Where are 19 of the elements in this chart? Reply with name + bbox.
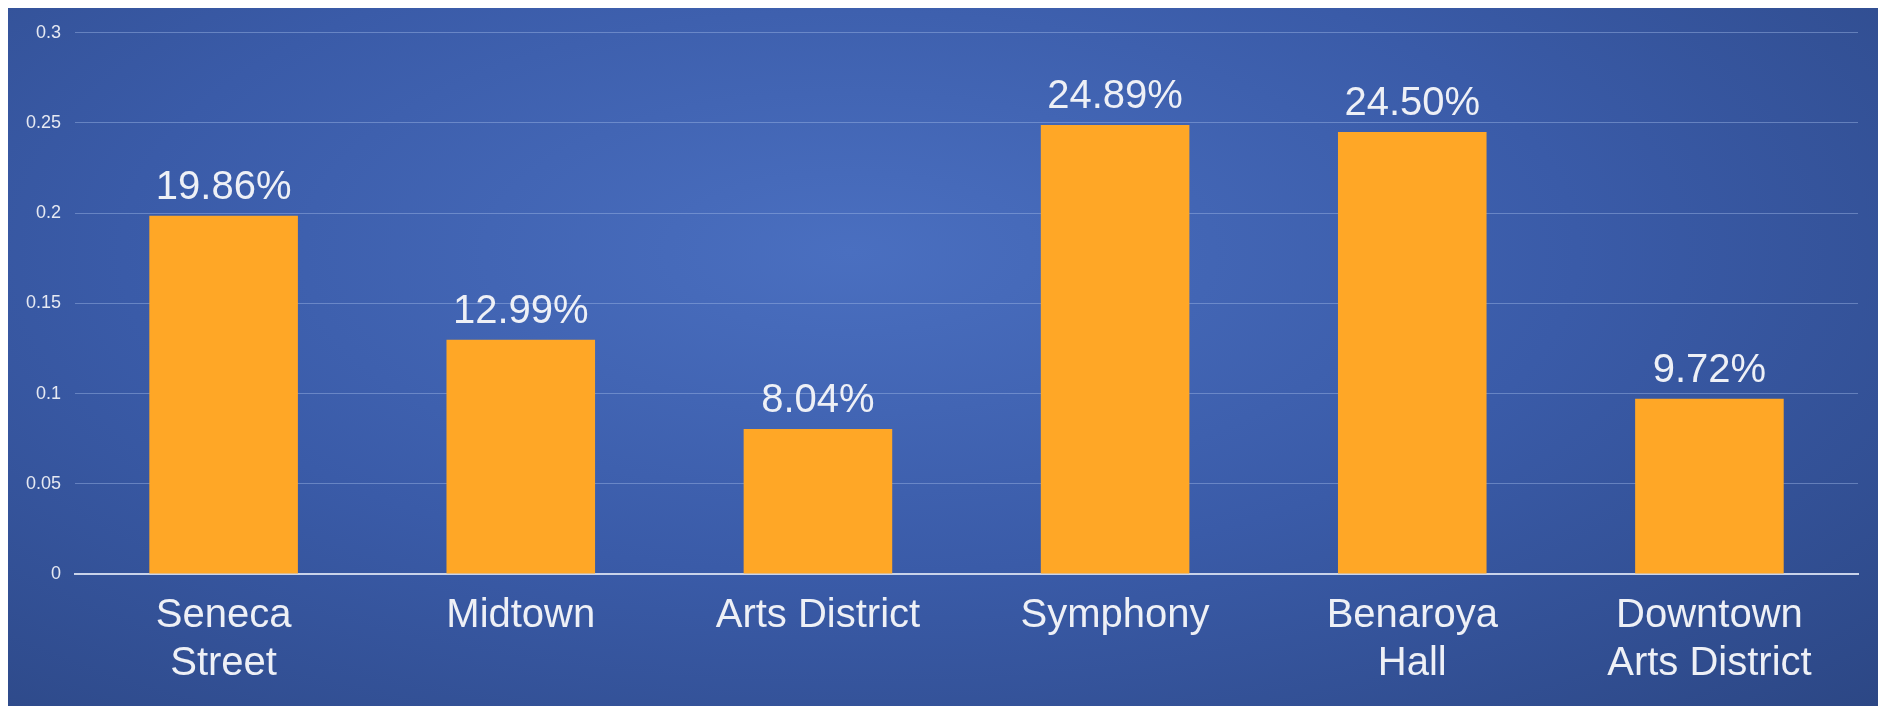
data-label: 24.89% [1047,72,1183,117]
data-label: 12.99% [452,286,589,331]
data-label: 8.04% [761,375,875,420]
data-label: 19.86% [155,162,292,207]
x-tick-label: Seneca Street [155,591,293,684]
y-tick-label: 0.05 [25,472,62,493]
y-tick-label: 0 [51,562,62,583]
x-tick-label: Benaroya Hall [1326,591,1499,684]
x-tick-label: Midtown [446,591,596,636]
x-tick-label: Downtown Arts District [1607,591,1812,684]
y-tick-label: 0.25 [25,111,62,132]
y-tick-label: 0.1 [36,382,62,403]
y-tick-label: 0.15 [25,292,62,313]
y-tick-label: 0.2 [36,202,62,223]
x-tick-label: Symphony [1020,591,1210,636]
x-tick-label: Arts District [715,591,921,636]
data-label: 9.72% [1652,345,1767,390]
data-label: 24.50% [1344,79,1481,124]
y-tick-label: 0.3 [36,21,62,42]
